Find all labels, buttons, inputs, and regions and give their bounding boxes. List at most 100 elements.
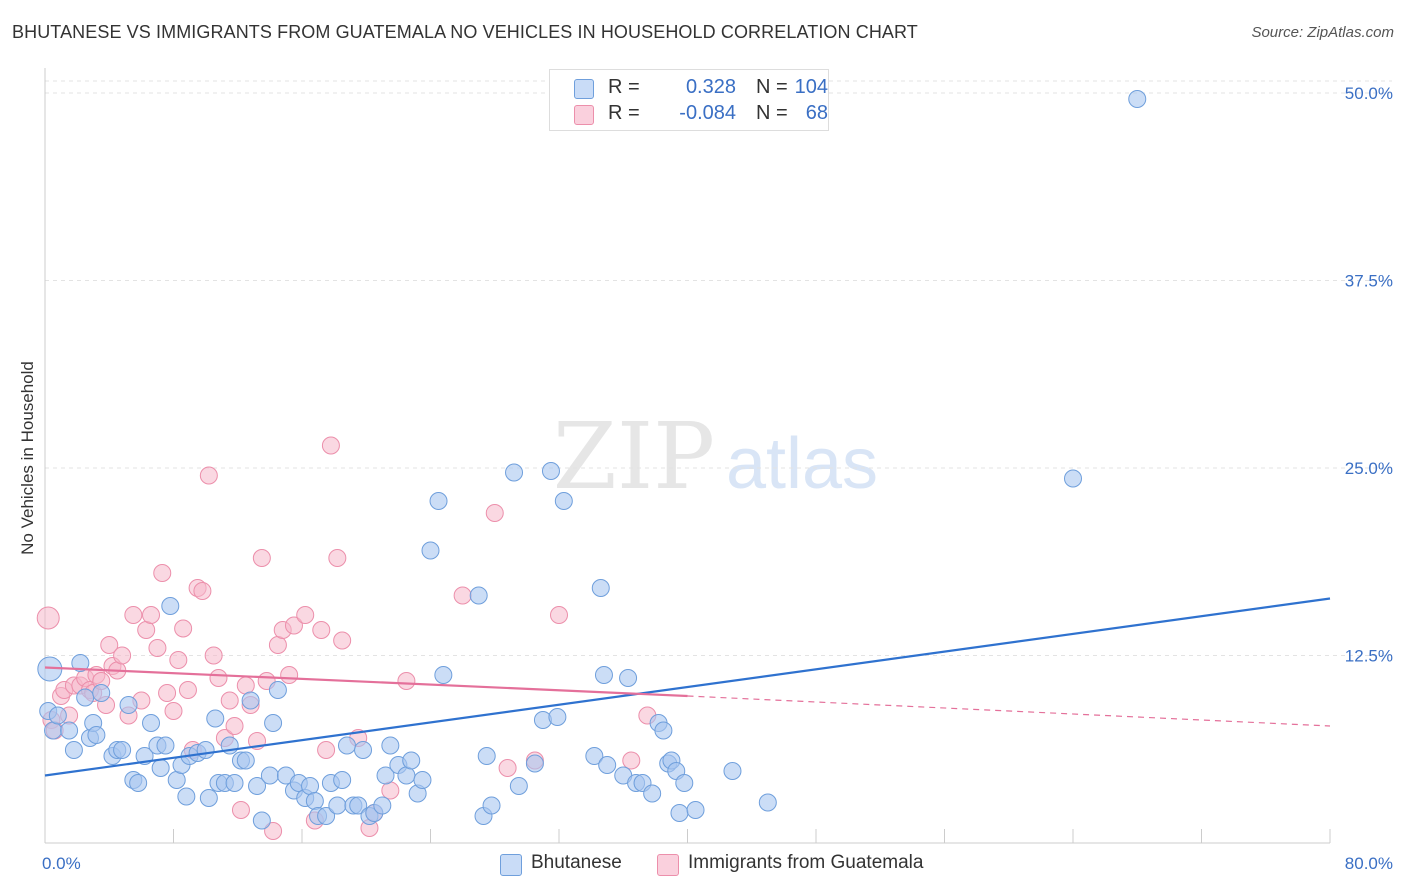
guatemala-point [209,669,228,687]
bhutanese-point [1064,469,1082,488]
bhutanese-point [670,804,689,822]
guatemala-points [36,436,657,840]
bhutanese-point [44,721,63,740]
n-value: 104 [794,76,828,98]
guatemala-point [137,621,156,639]
guatemala-point [113,646,132,665]
guatemala-point [381,781,400,800]
guatemala-point [36,606,60,630]
guatemala-point [312,621,331,639]
guatemala-point [178,681,197,699]
bhutanese-point [206,709,225,728]
watermark-zip: ZIP [553,403,715,510]
bhutanese-point [675,774,694,792]
bhutanese-point [87,726,106,744]
bhutanese-point [113,741,132,759]
bhutanese-point [264,714,283,732]
guatemala-point [153,564,172,582]
bhutanese-point [541,462,560,480]
guatemala-point [225,717,244,735]
bhutanese-point [509,777,528,795]
bhutanese-point [1128,90,1147,108]
bhutanese-point [619,669,638,687]
bhutanese-point [241,691,260,710]
bhutanese-point [119,696,138,714]
bhutanese-point [402,751,421,770]
bhutanese-point [333,771,352,789]
x-tick-label-max: 80.0% [1345,854,1393,873]
bhutanese-point [533,711,552,729]
bhutanese-point [225,774,244,792]
guatemala-point [204,646,223,665]
bhutanese-point [177,787,196,806]
bhutanese-point [434,666,453,684]
guatemala-point [485,504,504,522]
guatemala-point [142,606,161,624]
y-tick-label: 50.0% [1345,84,1393,103]
guatemala-point [124,606,143,624]
guatemala-point [193,582,212,600]
n-value: 68 [805,102,828,124]
bhutanese-point [268,681,287,699]
guatemala-point [100,636,119,654]
guatemala-legend-swatch [657,854,679,876]
bhutanese-point [337,736,356,755]
bhutanese-point [585,747,604,765]
bhutanese-point [381,736,400,755]
bhutanese-point [76,688,95,707]
bhutanese-point [196,741,215,759]
bhutanese-point [397,766,416,785]
bhutanese-point [92,684,111,702]
legend-label: Immigrants from Guatemala [688,852,924,873]
guatemala-point [550,606,568,624]
bhutanese-point [161,597,180,615]
bhutanese-point [548,708,567,726]
bhutanese-point [48,706,67,725]
bhutanese-point [252,811,271,830]
r-value: 0.328 [685,76,736,98]
bhutanese-point [301,777,320,795]
guatemala-point [397,672,416,690]
y-tick-label: 37.5% [1345,272,1393,291]
bhutanese-trend-line [44,597,1331,777]
guatemala-point [328,549,347,567]
bhutanese-point [505,463,524,482]
bhutanese-point [643,784,662,803]
bhutanese-point [236,751,255,770]
bhutanese-point [591,579,610,597]
bhutanese-point [64,741,83,759]
bhutanese-point [525,754,544,773]
guatemala-point [220,691,239,710]
bhutanese-point [305,792,324,810]
bhutanese-point [71,654,90,672]
bhutanese-point [260,766,279,785]
bhutanese-point [373,796,392,815]
guatemala-point [284,616,303,635]
bhutanese-point [598,756,617,774]
bhutanese-point [686,801,705,819]
guatemala-point [236,676,255,695]
guatemala-point [148,639,167,657]
bhutanese-point [167,771,186,789]
guatemala-point [333,631,352,650]
guatemala-point [453,586,472,605]
bhutanese-point [151,759,170,777]
watermark-atlas: atlas [726,424,878,504]
r-label: R = [608,76,640,98]
source-credit: Source: ZipAtlas.com [1251,24,1394,41]
bhutanese-point [142,714,161,732]
guatemala-point [622,751,641,770]
n-label: N = [756,102,788,124]
bhutanese-point [60,721,79,740]
n-label: N = [756,76,788,98]
bhutanese-point [129,774,148,792]
trend-lines [44,597,1331,777]
bhutanese-legend-swatch [500,854,522,876]
guatemala-point [174,619,193,638]
y-tick-label: 12.5% [1345,647,1393,666]
bhutanese-point [469,586,488,605]
bhutanese-point [349,796,368,815]
bhutanese-point [758,793,777,812]
r-label: R = [608,102,640,124]
bhutanese-point [156,736,175,755]
